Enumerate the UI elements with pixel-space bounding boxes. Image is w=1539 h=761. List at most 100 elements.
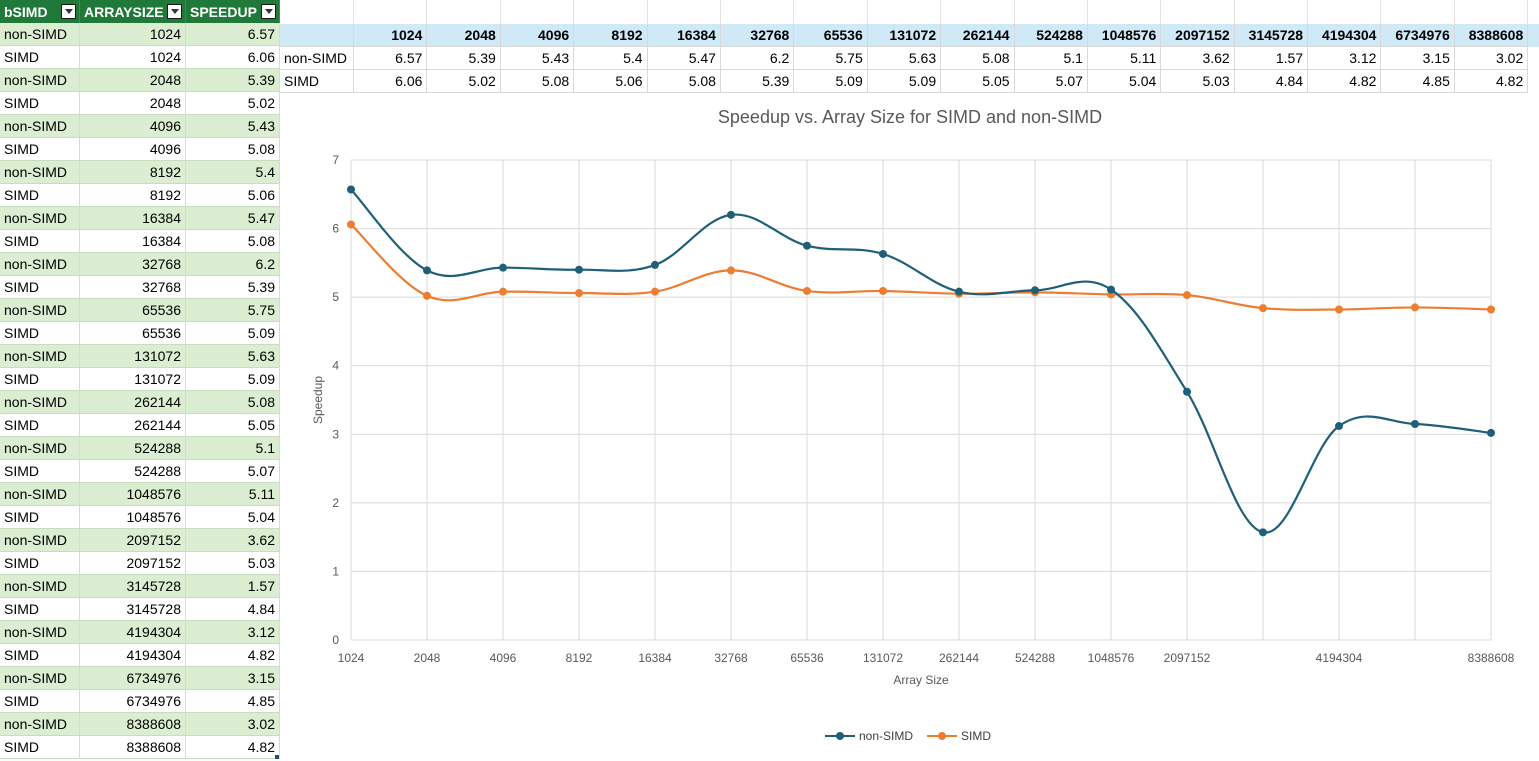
pivot-value-cell[interactable]: 3.15 [1381,47,1455,70]
cell-speedup[interactable]: 5.09 [186,322,280,345]
pivot-value-cell[interactable]: 4.82 [1454,70,1529,93]
pivot-row-label[interactable]: non-SIMD [280,47,354,70]
cell-speedup[interactable]: 5.08 [186,391,280,414]
data-point-non-simd[interactable] [1259,528,1267,537]
cell-arraysize[interactable]: 8388608 [80,713,186,736]
filter-dropdown-icon[interactable] [261,4,276,19]
pivot-value-cell[interactable]: 5.07 [1014,70,1088,93]
cell-speedup[interactable]: 3.62 [186,529,280,552]
cell-bsimd[interactable]: non-SIMD [0,437,80,460]
cell-speedup[interactable]: 5.09 [186,368,280,391]
cell-arraysize[interactable]: 16384 [80,230,186,253]
empty-cell[interactable] [794,0,868,24]
cell-bsimd[interactable]: SIMD [0,368,80,391]
cell-speedup[interactable]: 5.1 [186,437,280,460]
cell-bsimd[interactable]: SIMD [0,322,80,345]
cell-speedup[interactable]: 5.05 [186,414,280,437]
data-point-simd[interactable] [347,220,355,229]
series-line-simd[interactable] [350,223,1492,311]
cell-bsimd[interactable]: non-SIMD [0,529,80,552]
cell-bsimd[interactable]: SIMD [0,598,80,621]
data-point-non-simd[interactable] [423,266,431,275]
empty-cell[interactable] [648,0,721,24]
empty-cell[interactable] [1161,0,1235,24]
cell-arraysize[interactable]: 524288 [80,437,186,460]
cell-arraysize[interactable]: 32768 [80,253,186,276]
cell-arraysize[interactable]: 4096 [80,138,186,161]
cell-speedup[interactable]: 5.07 [186,460,280,483]
series-line-non-simd[interactable] [350,188,1492,534]
cell-arraysize[interactable]: 1024 [80,23,186,46]
pivot-value-cell[interactable]: 1.57 [1234,47,1309,70]
data-point-non-simd[interactable] [955,287,963,296]
empty-cell[interactable] [941,0,1015,24]
pivot-value-cell[interactable]: 5.4 [574,47,648,70]
cell-arraysize[interactable]: 65536 [80,322,186,345]
pivot-value-cell[interactable]: 5.05 [941,70,1015,93]
pivot-value-cell[interactable]: 5.39 [720,70,795,93]
cell-bsimd[interactable]: non-SIMD [0,299,80,322]
cell-arraysize[interactable]: 262144 [80,414,186,437]
empty-cell[interactable] [1381,0,1455,24]
cell-bsimd[interactable]: SIMD [0,138,80,161]
cell-bsimd[interactable]: SIMD [0,46,80,69]
pivot-value-cell[interactable]: 3.02 [1454,47,1529,70]
pivot-header-cell[interactable]: 4096 [500,24,575,47]
data-point-simd[interactable] [1411,303,1419,312]
data-point-non-simd[interactable] [347,185,355,194]
cell-arraysize[interactable]: 4194304 [80,621,186,644]
pivot-value-cell[interactable]: 5.09 [794,70,868,93]
cell-bsimd[interactable]: non-SIMD [0,621,80,644]
cell-arraysize[interactable]: 1048576 [80,506,186,529]
cell-speedup[interactable]: 4.82 [186,644,280,667]
cell-arraysize[interactable]: 2048 [80,69,186,92]
pivot-value-cell[interactable]: 5.63 [867,47,942,70]
cell-arraysize[interactable]: 6734976 [80,667,186,690]
cell-bsimd[interactable]: non-SIMD [0,161,80,184]
data-point-non-simd[interactable] [1487,428,1495,437]
cell-arraysize[interactable]: 6734976 [80,690,186,713]
empty-cell[interactable] [280,0,354,24]
cell-arraysize[interactable]: 3145728 [80,575,186,598]
pivot-corner-cell[interactable] [280,24,354,47]
data-point-simd[interactable] [879,286,887,295]
data-point-simd[interactable] [1487,305,1495,314]
cell-arraysize[interactable]: 65536 [80,299,186,322]
pivot-value-cell[interactable]: 4.84 [1234,70,1309,93]
pivot-value-cell[interactable]: 5.09 [867,70,942,93]
cell-bsimd[interactable]: SIMD [0,414,80,437]
cell-speedup[interactable]: 6.06 [186,46,280,69]
cell-bsimd[interactable]: non-SIMD [0,23,80,46]
cell-arraysize[interactable]: 4194304 [80,644,186,667]
cell-bsimd[interactable]: non-SIMD [0,713,80,736]
pivot-value-cell[interactable]: 5.08 [941,47,1015,70]
cell-bsimd[interactable]: non-SIMD [0,575,80,598]
pivot-header-cell[interactable]: 2048 [427,24,501,47]
data-point-simd[interactable] [1335,305,1343,314]
data-point-simd[interactable] [575,289,583,298]
pivot-value-cell[interactable]: 6.57 [354,47,428,70]
data-point-simd[interactable] [423,291,431,300]
legend-item-non-simd[interactable]: non-SIMD [825,729,913,743]
pivot-header-cell[interactable]: 8192 [574,24,648,47]
cell-arraysize[interactable]: 524288 [80,460,186,483]
cell-speedup[interactable]: 5.08 [186,230,280,253]
empty-cell[interactable] [574,0,648,24]
pivot-header-cell[interactable]: 16384 [647,24,721,47]
cell-bsimd[interactable]: SIMD [0,230,80,253]
pivot-header-cell[interactable]: 262144 [941,24,1015,47]
data-point-non-simd[interactable] [575,265,583,274]
empty-cell[interactable] [501,0,575,24]
cell-speedup[interactable]: 4.82 [186,736,280,759]
cell-speedup[interactable]: 4.84 [186,598,280,621]
cell-speedup[interactable]: 5.43 [186,115,280,138]
pivot-value-cell[interactable]: 5.47 [647,47,721,70]
cell-bsimd[interactable]: SIMD [0,276,80,299]
line-chart[interactable]: Speedup vs. Array Size for SIMD and non-… [285,95,1535,757]
cell-bsimd[interactable]: non-SIMD [0,345,80,368]
cell-speedup[interactable]: 3.02 [186,713,280,736]
cell-bsimd[interactable]: SIMD [0,506,80,529]
filter-dropdown-icon[interactable] [167,4,182,19]
pivot-value-cell[interactable]: 5.11 [1087,47,1162,70]
data-point-simd[interactable] [499,287,507,296]
